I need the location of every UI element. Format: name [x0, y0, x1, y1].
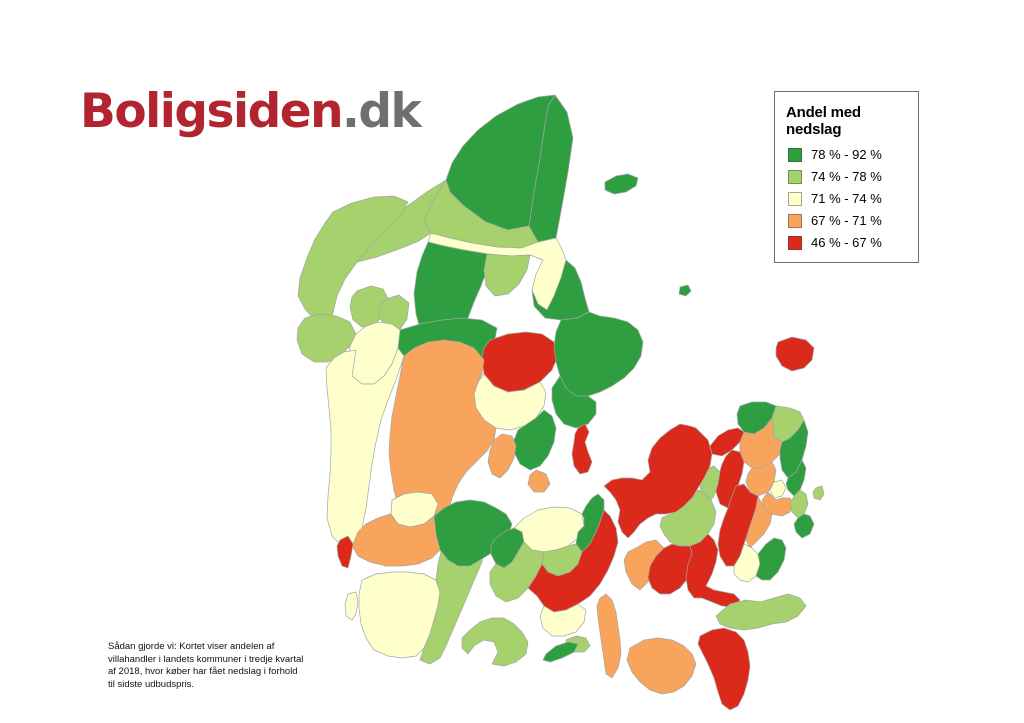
brand-tld: .dk — [342, 84, 422, 139]
region-lolland — [626, 637, 697, 695]
legend: Andel med nedslag 78 % - 92 % 74 % - 78 %… — [774, 91, 919, 263]
region-rebild — [483, 253, 531, 297]
region-gentofte-lyngby — [785, 459, 807, 497]
legend-item-4: 46 % - 67 % — [788, 235, 908, 250]
brand-logo: Boligsiden.dk — [80, 84, 422, 139]
region-soenderborg-als — [461, 617, 529, 667]
region-naestved — [647, 543, 697, 595]
region-randers — [481, 331, 559, 393]
legend-item-2: 71 % - 74 % — [788, 191, 908, 206]
methodology-footnote: Sådan gjorde vi: Kortet viser andelen af… — [108, 641, 308, 691]
region-svendborg — [539, 603, 587, 637]
legend-item-1: 74 % - 78 % — [788, 169, 908, 184]
region-amager-dragoer — [793, 513, 815, 539]
region-stevns — [755, 537, 787, 581]
region-mariagerfjord — [531, 259, 590, 321]
legend-label-0: 78 % - 92 % — [811, 147, 882, 162]
legend-items: 78 % - 92 % 74 % - 78 % 71 % - 74 % 67 % - … — [786, 147, 908, 250]
legend-label-1: 74 % - 78 % — [811, 169, 882, 184]
region-glostrup-hvidovre — [761, 491, 795, 517]
footnote-line: af 2018, hvor køber har fået nedslag i f… — [108, 666, 298, 677]
region-langeland — [596, 593, 622, 679]
legend-item-0: 78 % - 92 % — [788, 147, 908, 162]
region-moen — [715, 593, 807, 631]
region-odder — [527, 469, 551, 493]
region-midtjylland — [388, 339, 497, 533]
region-bornholm — [775, 336, 815, 372]
region-guldborgsund-falster — [697, 627, 751, 711]
region-slagelse — [623, 539, 665, 591]
region-skanderborg — [487, 433, 517, 479]
legend-label-4: 46 % - 67 % — [811, 235, 882, 250]
legend-swatch-1 — [788, 169, 802, 184]
region-laesoe — [604, 173, 639, 195]
region-fanoe-esbjerg — [336, 535, 354, 569]
region-roemoe — [344, 591, 359, 621]
region-odsherred-kalundborg-holbaek — [603, 423, 713, 539]
legend-swatch-2 — [788, 191, 802, 206]
brand-name: Boligsiden — [80, 84, 344, 139]
legend-swatch-0 — [788, 147, 802, 162]
legend-label-3: 67 % - 71 % — [811, 213, 882, 228]
footnote-line: villahandler i landets kommuner i tredje… — [108, 653, 304, 665]
region-norddjurs — [553, 311, 644, 397]
region-ven — [812, 485, 825, 501]
region-aeroe — [542, 641, 579, 663]
region-thy — [297, 195, 409, 329]
legend-label-2: 71 % - 74 % — [811, 191, 882, 206]
region-vordingborg — [685, 533, 741, 608]
region-lejre-ringsted — [659, 489, 717, 547]
footnote-line: Sådan gjorde vi: Kortet viser andelen af — [108, 641, 275, 652]
region-syddjurs — [551, 375, 597, 429]
legend-swatch-3 — [788, 213, 802, 228]
region-vestkyst-baand — [325, 347, 405, 547]
legend-item-3: 67 % - 71 % — [788, 213, 908, 228]
region-greve-solroed — [745, 495, 773, 549]
legend-title: Andel med nedslag — [786, 104, 861, 138]
footnote-line: til sidste udbudspris. — [108, 678, 195, 690]
region-anholt — [678, 284, 692, 297]
region-herlev — [769, 479, 787, 499]
legend-swatch-4 — [788, 235, 802, 250]
region-samsoe — [571, 423, 593, 475]
